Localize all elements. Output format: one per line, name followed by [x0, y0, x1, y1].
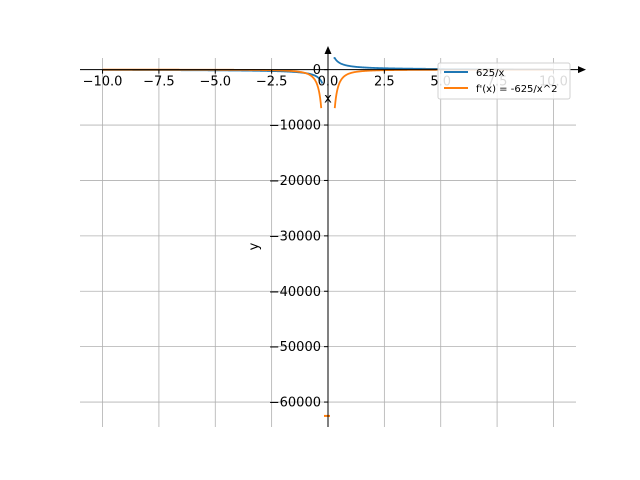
legend: 625/x f'(x) = -625/x^2 [437, 62, 571, 100]
y-tick-label: −10000 [269, 119, 321, 134]
x-tick-label: −5.0 [199, 75, 231, 90]
x-axis-label: x [324, 92, 332, 107]
y-tick-label: −20000 [269, 174, 321, 189]
legend-box [437, 62, 571, 100]
legend-label-derivative: f'(x) = -625/x^2 [476, 84, 557, 95]
y-axis-arrow [324, 46, 332, 54]
x-tick-label: −2.5 [256, 75, 288, 90]
x-tick-label: −10.0 [83, 75, 123, 90]
x-tick-label: 2.5 [374, 75, 395, 90]
x-tick-label: −7.5 [143, 75, 175, 90]
y-tick-label: −40000 [269, 285, 321, 300]
y-tick-label: 0 [313, 63, 321, 78]
y-tick-label: −50000 [269, 340, 321, 355]
axes [80, 46, 586, 427]
y-tick-label: −60000 [269, 396, 321, 411]
y-tick-label: −30000 [269, 229, 321, 244]
y-ticks: 0 −10000 −20000 −30000 −40000 −50000 −60000 [269, 63, 328, 411]
x-tick-label: 0.0 [318, 75, 339, 90]
y-axis-label: y [247, 242, 262, 250]
legend-label-625-over-x: 625/x [476, 68, 504, 79]
x-axis-arrow [578, 66, 586, 74]
